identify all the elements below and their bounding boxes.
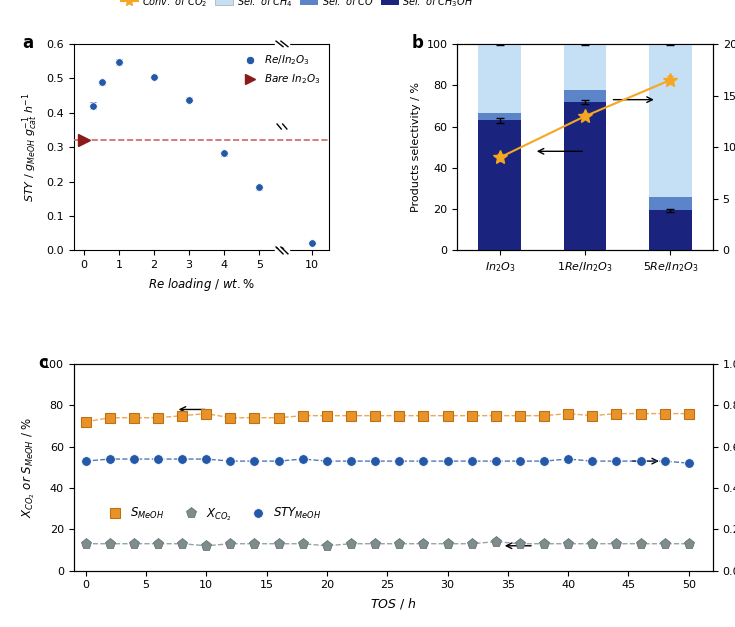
Legend: $Re/In_2O_3$, $Bare\ In_2O_3$: $Re/In_2O_3$, $Bare\ In_2O_3$ [235, 49, 324, 90]
Bar [478, 44, 521, 113]
Bar [564, 44, 606, 90]
Bar [275, 249, 289, 256]
Bar [649, 44, 692, 197]
Bar [564, 102, 606, 250]
Bar [649, 210, 692, 250]
Bar [478, 120, 521, 250]
Text: c: c [38, 354, 49, 372]
X-axis label: $Re\ loading\ /\ wt.\%$: $Re\ loading\ /\ wt.\%$ [148, 276, 255, 293]
Bar [649, 197, 692, 210]
Bar [275, 37, 289, 46]
Y-axis label: $X_{CO_2}\ or\ S_{MeOH}\ /\ \%$: $X_{CO_2}\ or\ S_{MeOH}\ /\ \%$ [21, 416, 37, 518]
Legend: $Conv.\ of\ CO_2$, $Sel.\ of\ CH_4$, $Sel.\ of\ CO$, $Sel.\ of\ CH_3OH$: $Conv.\ of\ CO_2$, $Sel.\ of\ CH_4$, $Se… [117, 0, 478, 13]
Text: b: b [411, 34, 423, 51]
Bar [564, 90, 606, 102]
Text: a: a [22, 34, 34, 51]
X-axis label: $TOS\ /\ h$: $TOS\ /\ h$ [370, 596, 417, 611]
Bar [478, 113, 521, 120]
Y-axis label: Products selectivity / %: Products selectivity / % [411, 82, 421, 212]
Y-axis label: $STY\ /\ g_{MeOH}\ g_{cat}^{-1}\ h^{-1}$: $STY\ /\ g_{MeOH}\ g_{cat}^{-1}\ h^{-1}$ [21, 92, 40, 202]
Legend: $S_{MeOH}$, $X_{CO_2}$, $STY_{MeOH}$: $S_{MeOH}$, $X_{CO_2}$, $STY_{MeOH}$ [98, 502, 326, 527]
